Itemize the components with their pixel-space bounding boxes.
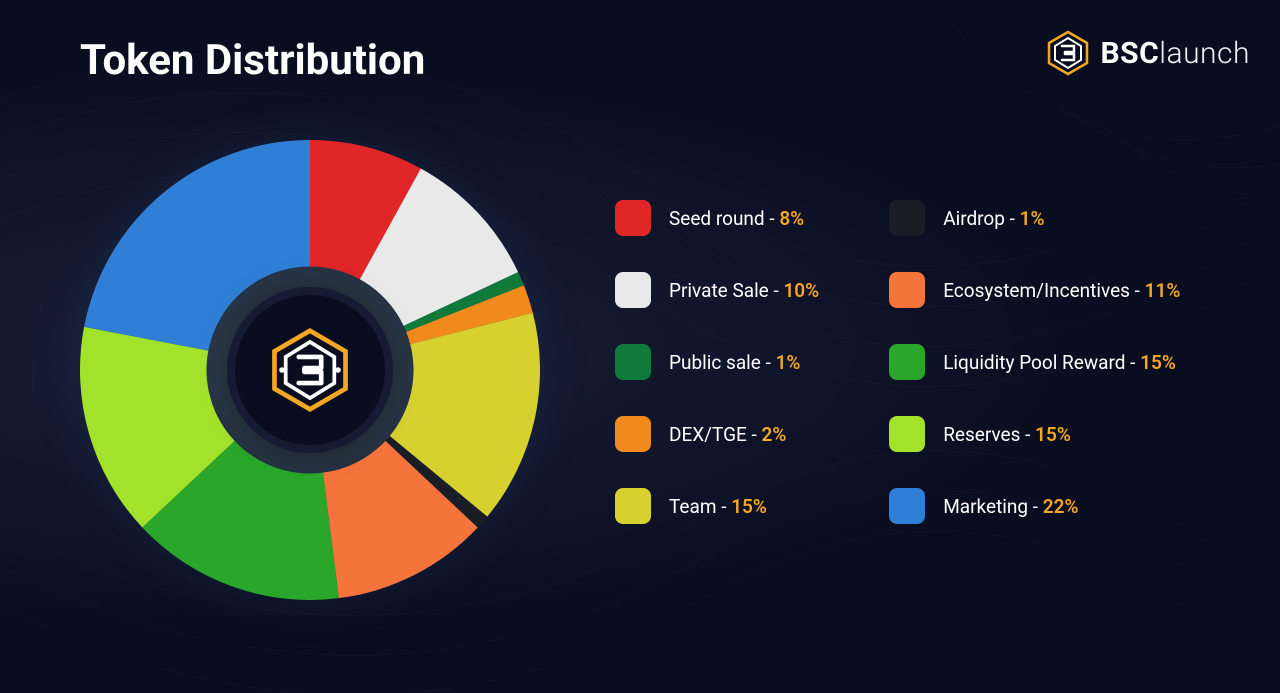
legend-item-marketing: Marketing - 22% bbox=[889, 488, 1180, 524]
chart-center-logo bbox=[235, 295, 385, 445]
legend-item-public-sale: Public sale - 1% bbox=[615, 344, 819, 380]
legend-label: Ecosystem/Incentives - 11% bbox=[943, 279, 1180, 302]
legend-swatch bbox=[889, 200, 925, 236]
legend-item-liquidity-pool-reward: Liquidity Pool Reward - 15% bbox=[889, 344, 1180, 380]
legend-column-2: Airdrop - 1% Ecosystem/Incentives - 11% Li… bbox=[889, 200, 1180, 524]
brand-text: BSClaunch bbox=[1101, 36, 1251, 71]
donut-chart bbox=[80, 140, 540, 600]
legend-swatch bbox=[889, 488, 925, 524]
legend-label: Public sale - 1% bbox=[669, 351, 800, 374]
legend-item-seed-round: Seed round - 8% bbox=[615, 200, 819, 236]
legend-label: Marketing - 22% bbox=[943, 495, 1078, 518]
legend-swatch bbox=[615, 344, 651, 380]
legend-label: Liquidity Pool Reward - 15% bbox=[943, 351, 1176, 374]
legend-label: Airdrop - 1% bbox=[943, 207, 1044, 230]
legend-column-1: Seed round - 8% Private Sale - 10% Public … bbox=[615, 200, 819, 524]
legend-swatch bbox=[889, 416, 925, 452]
legend-label: Reserves - 15% bbox=[943, 423, 1071, 446]
legend-item-reserves: Reserves - 15% bbox=[889, 416, 1180, 452]
legend-swatch bbox=[615, 488, 651, 524]
legend-label: Private Sale - 10% bbox=[669, 279, 819, 302]
legend-item-airdrop: Airdrop - 1% bbox=[889, 200, 1180, 236]
legend-swatch bbox=[889, 272, 925, 308]
legend-swatch bbox=[615, 200, 651, 236]
center-icon bbox=[267, 327, 353, 413]
legend-item-dex-tge: DEX/TGE - 2% bbox=[615, 416, 819, 452]
legend-label: Team - 15% bbox=[669, 495, 767, 518]
page-title: Token Distribution bbox=[80, 36, 425, 85]
legend: Seed round - 8% Private Sale - 10% Public … bbox=[615, 200, 1180, 524]
legend-swatch bbox=[615, 272, 651, 308]
legend-label: DEX/TGE - 2% bbox=[669, 423, 786, 446]
brand-icon bbox=[1045, 30, 1091, 76]
legend-item-team: Team - 15% bbox=[615, 488, 819, 524]
brand-logo: BSClaunch bbox=[1045, 30, 1251, 76]
legend-swatch bbox=[889, 344, 925, 380]
legend-item-ecosystem-incentives: Ecosystem/Incentives - 11% bbox=[889, 272, 1180, 308]
legend-swatch bbox=[615, 416, 651, 452]
legend-label: Seed round - 8% bbox=[669, 207, 804, 230]
legend-item-private-sale: Private Sale - 10% bbox=[615, 272, 819, 308]
